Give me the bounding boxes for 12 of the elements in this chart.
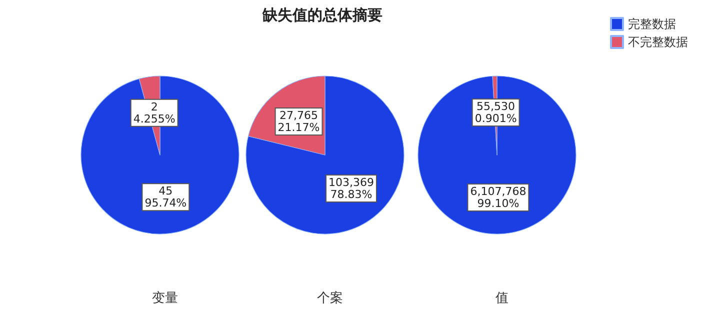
data-label: 55,530 0.901% [474, 100, 517, 126]
data-label: 6,107,768 99.10% [470, 184, 526, 210]
data-label: 27,765 21.17% [278, 109, 320, 134]
data-label: 2 4.255% [133, 100, 176, 126]
chart-title: 缺失值的总体摘要 [261, 6, 384, 25]
data-label: 103,369 78.83% [328, 176, 374, 201]
legend-label: 完整数据 [628, 17, 676, 31]
text: 变量 [152, 291, 178, 306]
text: 个案 [317, 290, 343, 306]
data-label: 45 95.74% [144, 184, 187, 210]
text: 值 [496, 291, 508, 306]
legend-label: 不完整数据 [628, 35, 688, 49]
